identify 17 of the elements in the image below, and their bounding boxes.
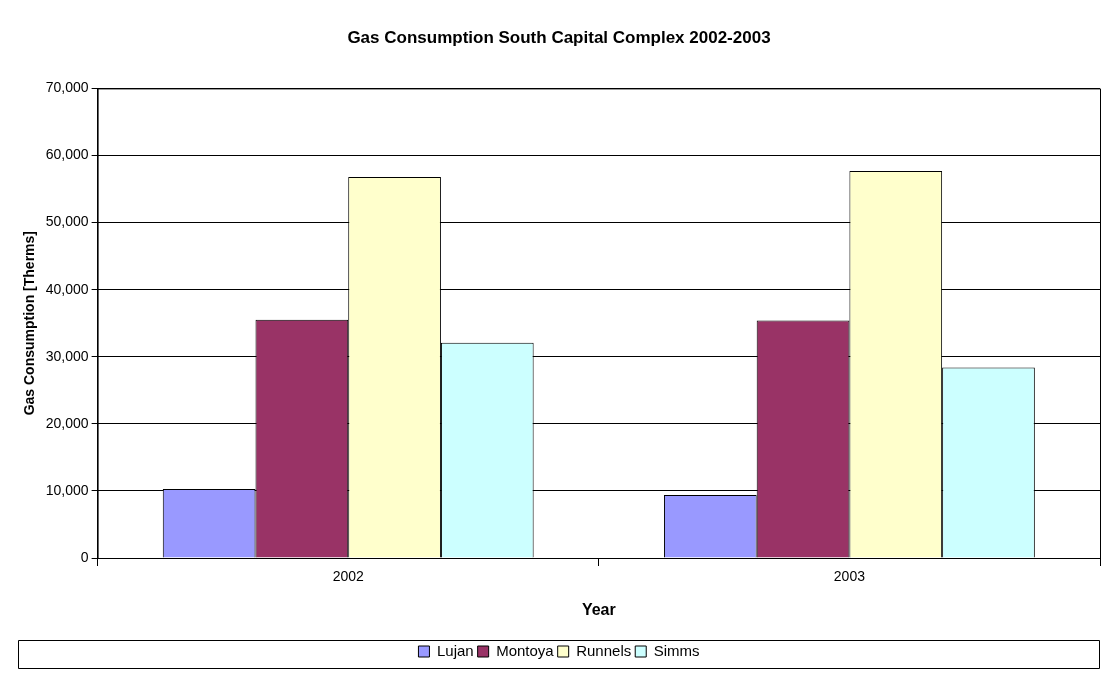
x-axis-title: Year [581, 600, 616, 618]
legend-label: Montoya [496, 641, 555, 659]
y-tick-label: 20,000 [45, 414, 89, 431]
y-tick-label: 50,000 [45, 213, 89, 230]
chart-title: Gas Consumption South Capital Complex 2002-2003 [347, 27, 771, 47]
y-tick-label: 40,000 [45, 280, 89, 297]
y-tick-label: 60,000 [45, 146, 89, 163]
y-axis-title: Gas Consumption [Therms] [21, 231, 38, 416]
y-tick-label: 10,000 [45, 481, 89, 498]
y-tick-label: 30,000 [45, 347, 89, 364]
x-tick-label: 2002 [332, 568, 364, 585]
legend-label: Lujan [436, 641, 474, 659]
y-tick-label: 70,000 [45, 79, 89, 96]
legend-label: Runnels [576, 641, 632, 659]
legend-label: Simms [653, 641, 700, 659]
x-tick-label: 2003 [833, 568, 866, 585]
y-tick-label: 0 [80, 548, 89, 565]
